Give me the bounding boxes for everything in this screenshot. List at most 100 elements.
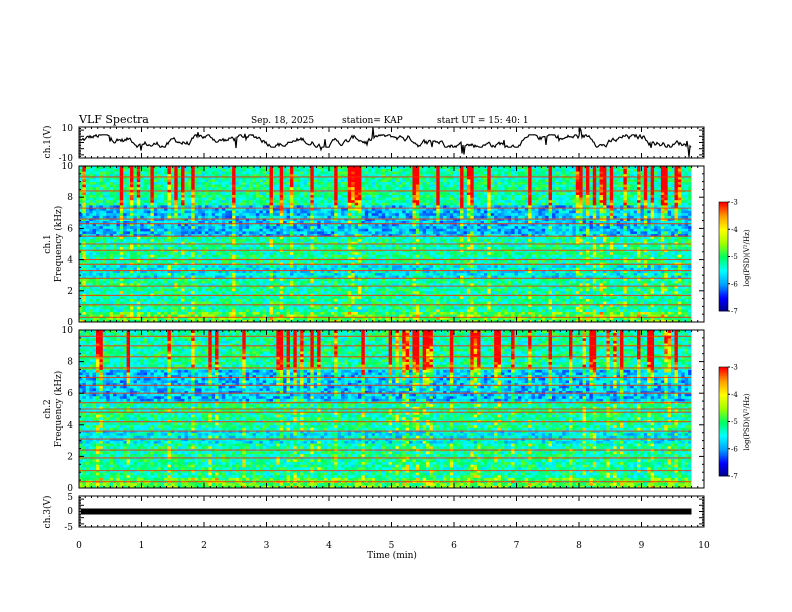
spectrogram-cell — [338, 265, 342, 268]
spectrogram-cell — [324, 187, 328, 190]
spectrogram-cell — [171, 314, 175, 317]
spectrogram-cell — [300, 265, 304, 268]
spectrogram-cell — [89, 200, 93, 203]
spectrogram-cell — [106, 192, 110, 195]
spectrogram-cell — [82, 312, 86, 315]
spectrogram-cell — [266, 239, 270, 242]
spectrogram-cell — [212, 195, 216, 198]
spectrogram-cell — [140, 247, 144, 250]
spectrogram-cell — [219, 200, 223, 203]
spectrogram-cell — [293, 192, 297, 195]
spectrogram-cell — [188, 200, 192, 203]
spectrogram-cell — [164, 252, 168, 255]
spectrogram-cell — [266, 184, 270, 187]
spectrogram-cell — [195, 254, 199, 257]
spectrogram-cell — [161, 299, 165, 302]
spectrogram-cell — [225, 202, 229, 205]
spectrogram-cell — [219, 171, 223, 174]
spectrogram-cell — [317, 309, 321, 312]
spectrogram-cell — [327, 252, 331, 255]
spectrogram-cell — [93, 267, 97, 270]
spectrogram-cell — [157, 306, 161, 309]
spectrogram-cell — [93, 306, 97, 309]
spectrogram-cell — [334, 171, 338, 174]
spectrogram-cell — [110, 312, 114, 315]
spectrogram-cell — [327, 247, 331, 250]
spectrogram-cell — [242, 283, 246, 286]
spectrogram-cell — [181, 265, 185, 268]
spectrogram-cell — [304, 239, 308, 242]
spectrogram-cell — [86, 171, 90, 174]
spectrogram-cell — [310, 169, 314, 172]
spectrogram-cell — [113, 283, 117, 286]
spectrogram-cell — [222, 169, 226, 172]
spectrogram-cell — [86, 197, 90, 200]
spectrogram-cell — [144, 273, 148, 276]
spectrogram-cell — [140, 215, 144, 218]
spectrogram-cell — [270, 312, 274, 315]
spectrogram-cell — [195, 184, 199, 187]
spectrogram-cell — [154, 221, 158, 224]
spectrogram-cell — [171, 280, 175, 283]
spectrogram-cell — [225, 231, 229, 234]
spectrogram-cell — [120, 187, 124, 190]
spectrogram-cell — [338, 288, 342, 291]
spectrogram-cell — [86, 174, 90, 177]
spectrogram-cell — [304, 184, 308, 187]
spectrogram-cell — [246, 239, 250, 242]
spectrogram-cell — [249, 195, 253, 198]
spectrogram-cell — [133, 200, 137, 203]
spectrogram-cell — [338, 187, 342, 190]
spectrogram-cell — [178, 288, 182, 291]
spectrogram-cell — [164, 213, 168, 216]
spectrogram-cell — [317, 312, 321, 315]
spectrogram-cell — [270, 210, 274, 213]
spectrogram-cell — [280, 247, 284, 250]
spectrogram-cell — [212, 213, 216, 216]
spectrogram-cell — [154, 179, 158, 182]
spectrogram-cell — [157, 202, 161, 205]
spectrogram-cell — [253, 205, 257, 208]
spectrogram-cell — [86, 314, 90, 317]
spectrogram-cell — [225, 200, 229, 203]
spectrogram-cell — [181, 200, 185, 203]
spectrogram-cell — [263, 210, 267, 213]
spectrogram-cell — [297, 179, 301, 182]
spectrogram-cell — [184, 314, 188, 317]
spectrogram-cell — [341, 231, 345, 234]
spectrogram-cell — [314, 213, 318, 216]
spectrogram-cell — [140, 299, 144, 302]
spectrogram-cell — [290, 210, 294, 213]
spectrogram-cell — [300, 179, 304, 182]
spectrogram-cell — [334, 265, 338, 268]
spectrogram-cell — [239, 205, 243, 208]
spectrogram-cell — [246, 213, 250, 216]
spectrogram-cell — [89, 247, 93, 250]
spectrogram-cell — [184, 187, 188, 190]
spectrogram-cell — [232, 192, 236, 195]
spectrogram-cell — [273, 184, 277, 187]
spectrogram-cell — [327, 221, 331, 224]
spectrogram-cell — [188, 314, 192, 317]
spectrogram-cell — [150, 182, 154, 185]
spectrogram-cell — [290, 309, 294, 312]
spectrogram-cell — [341, 187, 345, 190]
spectrogram-cell — [232, 231, 236, 234]
spectrogram-cell — [249, 200, 253, 203]
spectrogram-cell — [127, 296, 131, 299]
spectrogram-cell — [174, 283, 178, 286]
spectrogram-cell — [144, 280, 148, 283]
spectrogram-cell — [123, 273, 127, 276]
spectrogram-cell — [130, 306, 134, 309]
spectrogram-cell — [99, 273, 103, 276]
spectrogram-cell — [297, 301, 301, 304]
spectrogram-cell — [246, 252, 250, 255]
spectrogram-cell — [106, 215, 110, 218]
spectrogram-cell — [205, 169, 209, 172]
spectrogram-cell — [154, 306, 158, 309]
spectrogram-cell — [208, 291, 212, 294]
spectrogram-cell — [113, 205, 117, 208]
spectrogram-cell — [174, 187, 178, 190]
spectrogram-cell — [127, 247, 131, 250]
spectrogram-cell — [321, 184, 325, 187]
